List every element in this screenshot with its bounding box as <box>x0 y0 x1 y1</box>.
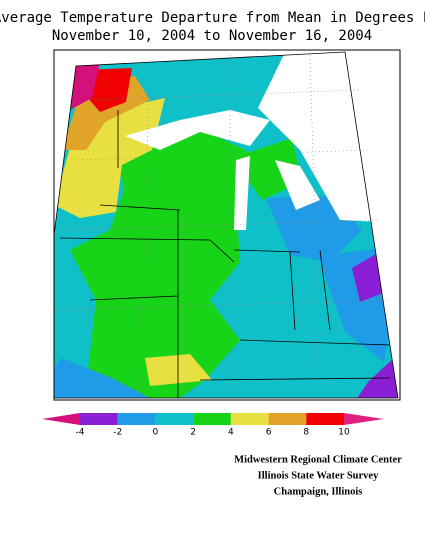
legend-tick-label: 6 <box>266 428 272 438</box>
title-line: Average Temperature Departure from Mean … <box>0 10 425 26</box>
legend-tick-label: 10 <box>338 428 350 438</box>
legend-swatch <box>117 413 156 425</box>
legend-tick-label: 4 <box>228 428 234 438</box>
color-legend: -4 -2 0 2 4 6 8 10 <box>42 413 384 438</box>
legend-swatch <box>306 413 344 425</box>
legend-tick-label: 8 <box>303 428 309 438</box>
legend-tick-label: -2 <box>113 428 122 438</box>
legend-swatch <box>80 413 118 425</box>
legend-tick-label: 2 <box>190 428 196 438</box>
legend-tick-label: -4 <box>76 428 85 438</box>
legend-tick-label: 0 <box>153 428 159 438</box>
legend-swatch <box>193 413 231 425</box>
title-line: November 10, 2004 to November 16, 2004 <box>52 28 372 44</box>
legend-swatch <box>268 413 307 425</box>
legend-swatch <box>155 413 194 425</box>
legend-arrow <box>344 413 384 425</box>
credit: Champaign, Illinois <box>274 486 363 497</box>
credit: Illinois State Water Survey <box>258 470 379 481</box>
map <box>53 49 401 401</box>
credit: Midwestern Regional Climate Center <box>234 454 402 465</box>
legend-swatch <box>230 413 269 425</box>
legend-arrow <box>42 413 80 425</box>
